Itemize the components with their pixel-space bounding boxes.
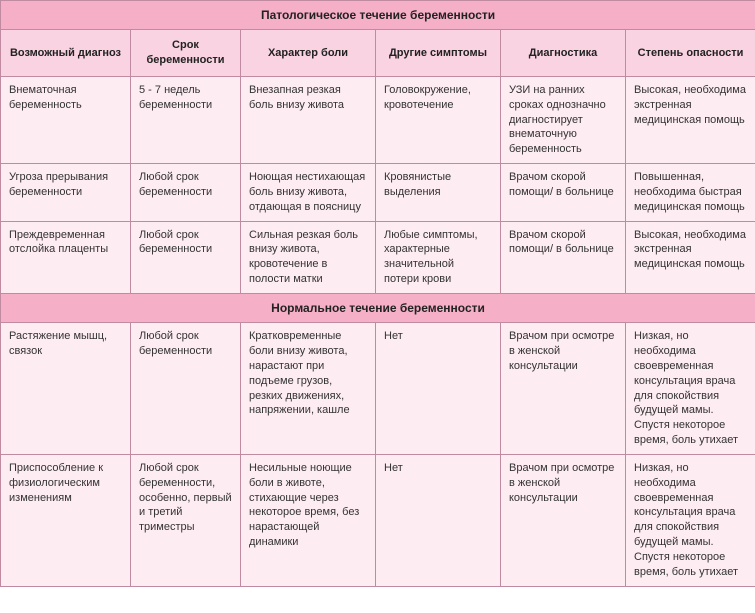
table-cell: Сильная резкая боль внизу живота, кровот…: [241, 221, 376, 293]
table-cell: Несильные ноющие боли в животе, стихающи…: [241, 454, 376, 586]
table-cell: Повышенная, необходима быстрая медицинск…: [626, 164, 755, 222]
table-cell: Кратковременные боли внизу живота, нарас…: [241, 323, 376, 455]
column-header-row: Возможный диагнозСрок беременностиХаракт…: [1, 30, 755, 77]
table-cell: Ноющая нестихающая боль внизу живота, от…: [241, 164, 376, 222]
table-cell: Растяжение мышц, связок: [1, 323, 131, 455]
table-row: Приспособление к физиологическим изменен…: [1, 454, 755, 586]
table-cell: Низкая, но необходима своевременная конс…: [626, 323, 755, 455]
section-title: Нормальное течение беременности: [1, 294, 755, 323]
table-cell: Любой срок беременности: [131, 323, 241, 455]
column-header: Характер боли: [241, 30, 376, 77]
table-row: Растяжение мышц, связокЛюбой срок береме…: [1, 323, 755, 455]
table-cell: Нет: [376, 454, 501, 586]
table-cell: Головокружение, кровотечение: [376, 76, 501, 163]
column-header: Срок беременности: [131, 30, 241, 77]
table-cell: Врачом скорой помощи/ в больнице: [501, 221, 626, 293]
table-cell: Врачом при осмотре в женской консультаци…: [501, 454, 626, 586]
table-cell: Любые симптомы, характерные значительной…: [376, 221, 501, 293]
pregnancy-symptoms-table: Патологическое течение беременностиВозмо…: [0, 0, 755, 587]
table-cell: Любой срок беременности, особенно, первы…: [131, 454, 241, 586]
column-header: Возможный диагноз: [1, 30, 131, 77]
table-cell: Низкая, но необходима своевременная конс…: [626, 454, 755, 586]
section-header-row: Патологическое течение беременности: [1, 1, 755, 30]
table-cell: Врачом скорой помощи/ в больнице: [501, 164, 626, 222]
section-header-row: Нормальное течение беременности: [1, 294, 755, 323]
column-header: Диагностика: [501, 30, 626, 77]
table-row: Преждевременная отслойка плацентыЛюбой с…: [1, 221, 755, 293]
table-cell: Любой срок беременности: [131, 164, 241, 222]
table-cell: УЗИ на ранних сроках однозначно диагност…: [501, 76, 626, 163]
table-row: Внематочная беременность5 - 7 недель бер…: [1, 76, 755, 163]
table-cell: Кровянистые выделения: [376, 164, 501, 222]
table-cell: Любой срок беременности: [131, 221, 241, 293]
table-cell: Преждевременная отслойка плаценты: [1, 221, 131, 293]
column-header: Другие симптомы: [376, 30, 501, 77]
column-header: Степень опасности: [626, 30, 755, 77]
table-cell: Угроза прерывания беременности: [1, 164, 131, 222]
table-cell: Нет: [376, 323, 501, 455]
table-cell: 5 - 7 недель беременности: [131, 76, 241, 163]
table-row: Угроза прерывания беременностиЛюбой срок…: [1, 164, 755, 222]
table-cell: Внезапная резкая боль внизу живота: [241, 76, 376, 163]
table-cell: Высокая, необходима экстренная медицинск…: [626, 76, 755, 163]
table-cell: Высокая, необходима экстренная медицинск…: [626, 221, 755, 293]
table-cell: Приспособление к физиологическим изменен…: [1, 454, 131, 586]
table-cell: Внематочная беременность: [1, 76, 131, 163]
table-cell: Врачом при осмотре в женской консультаци…: [501, 323, 626, 455]
section-title: Патологическое течение беременности: [1, 1, 755, 30]
